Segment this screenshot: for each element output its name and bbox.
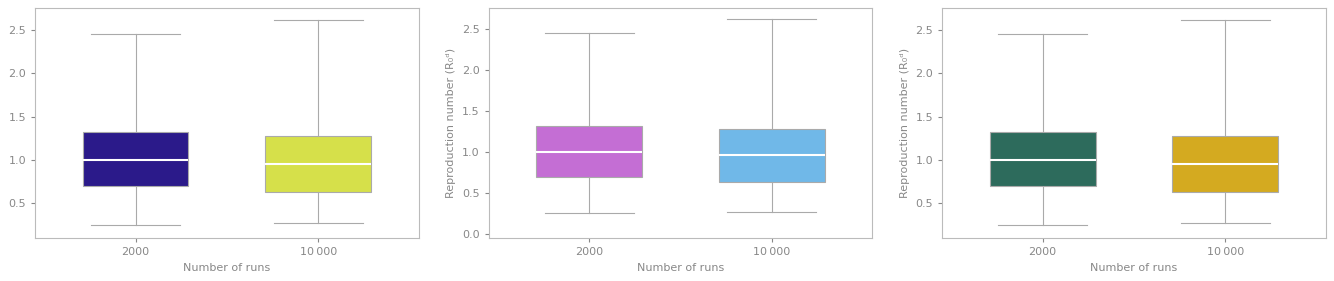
Y-axis label: Reproduction number (R₀ᵈ): Reproduction number (R₀ᵈ): [900, 48, 910, 198]
Bar: [83, 132, 188, 186]
Y-axis label: Reproduction number (R₀ᵈ): Reproduction number (R₀ᵈ): [447, 48, 456, 198]
X-axis label: Number of runs: Number of runs: [1090, 263, 1178, 273]
X-axis label: Number of runs: Number of runs: [636, 263, 724, 273]
X-axis label: Number of runs: Number of runs: [183, 263, 271, 273]
Bar: [719, 129, 824, 182]
Bar: [990, 132, 1095, 186]
Bar: [536, 126, 642, 176]
Bar: [265, 136, 371, 192]
Bar: [1173, 136, 1278, 192]
